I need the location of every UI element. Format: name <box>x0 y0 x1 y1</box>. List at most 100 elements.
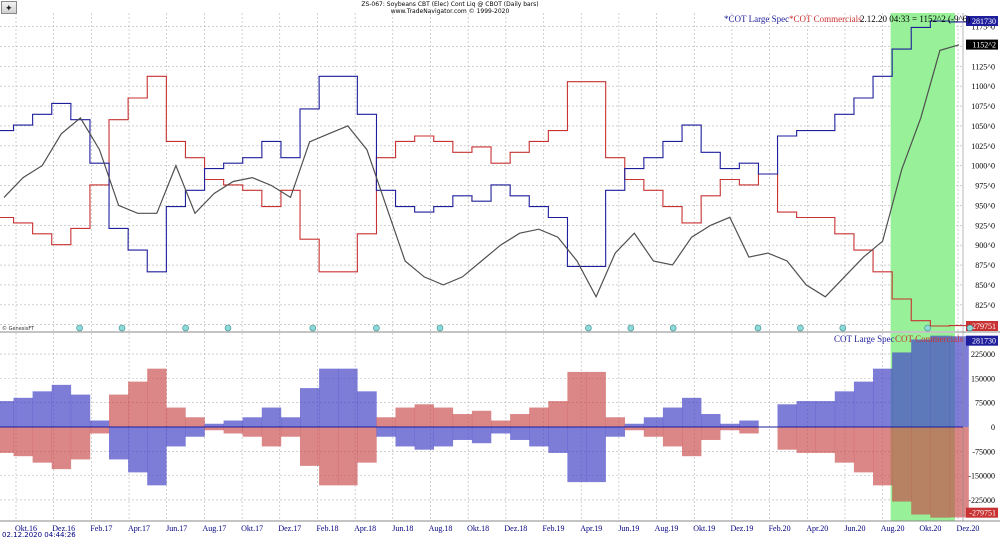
bar-large-spec <box>701 414 721 427</box>
bar-large-spec <box>892 352 912 427</box>
event-marker-icon <box>669 324 677 332</box>
bar-commercials <box>529 407 549 427</box>
price-readout: 2.12.20 04:33 = 1152^2 (-9^6) <box>860 14 971 24</box>
event-marker-icon <box>373 324 380 332</box>
bar-large-spec <box>223 420 243 427</box>
bar-large-spec <box>32 391 52 427</box>
event-marker-icon <box>627 324 635 332</box>
x-tick-label: Feb.17 <box>90 524 112 533</box>
bar-commercials <box>491 420 511 427</box>
bar-large-spec <box>567 427 587 483</box>
event-marker-icon <box>436 324 444 332</box>
y-tick-label: 875^0 <box>975 261 995 270</box>
bar-large-spec <box>949 336 969 427</box>
bar-large-spec <box>643 417 664 427</box>
bar-commercials <box>586 371 606 427</box>
label-cot-min-bg <box>966 321 998 331</box>
price-chart <box>0 20 969 327</box>
event-marker-icon <box>839 324 847 332</box>
bar-large-spec <box>109 427 129 460</box>
bar-large-spec <box>777 404 797 427</box>
bar-commercials <box>605 417 625 427</box>
x-tick-label: Aug.17 <box>203 524 227 533</box>
bar-commercials <box>510 414 530 427</box>
x-tick-label: Feb.19 <box>543 524 565 533</box>
label-cot-max-bg <box>966 16 998 26</box>
y-tick-label: 1050^0 <box>971 122 995 131</box>
event-marker-icon <box>309 324 317 332</box>
x-tick-label: Feb.20 <box>769 524 791 533</box>
bar-commercials <box>853 427 874 473</box>
bar-commercials <box>624 427 645 431</box>
bar-commercials <box>13 427 33 457</box>
bar-commercials <box>834 427 855 463</box>
bar-large-spec <box>796 401 816 427</box>
bar-commercials <box>815 427 836 453</box>
x-tick-label: Dez.19 <box>730 524 753 533</box>
legend-large-spec: *COT Large Spec <box>724 14 790 24</box>
bar-large-spec <box>873 368 893 427</box>
bar-large-spec <box>338 368 358 427</box>
bar-commercials <box>701 427 721 440</box>
bar-large-spec <box>815 401 836 427</box>
y-tick-label: -75000 <box>972 447 995 456</box>
chart-title: ZS-067: Soybeans CBT (Elec) Cont Liq @ C… <box>361 1 539 8</box>
bar-large-spec <box>491 427 511 434</box>
bar-commercials <box>452 414 473 427</box>
bar-large-spec <box>911 339 931 427</box>
bar-large-spec <box>128 427 148 473</box>
bar-commercials <box>739 427 759 434</box>
line-price <box>3 44 960 299</box>
bar-commercials <box>204 427 224 431</box>
bar-commercials <box>166 407 186 427</box>
y-tick-label: 225000 <box>971 350 995 359</box>
event-marker-icon <box>924 324 931 332</box>
event-marker-icon <box>118 324 126 332</box>
bar-large-spec <box>242 417 263 427</box>
x-tick-label: Apr.20 <box>806 524 828 533</box>
x-tick-label: Aug.20 <box>881 524 905 533</box>
event-marker-icon <box>797 324 804 332</box>
axes: 800^0825^0850^0875^0900^0925^0950^0975^0… <box>0 13 1000 533</box>
y-tick-label: 0 <box>991 423 995 432</box>
bar-commercials <box>0 427 14 453</box>
bar-commercials <box>147 368 167 427</box>
bar-large-spec <box>586 427 606 483</box>
highlight-region <box>890 13 955 331</box>
bar-commercials <box>51 427 72 470</box>
bar-large-spec <box>414 427 434 450</box>
x-tick-label: Dez.18 <box>504 524 527 533</box>
bar-large-spec <box>605 427 625 437</box>
bar-large-spec <box>548 427 568 453</box>
event-markers <box>76 324 974 332</box>
x-tick-label: Jun.20 <box>844 524 865 533</box>
chart-menu-icon[interactable]: ✦ <box>1 1 17 14</box>
bar-commercials <box>433 407 454 427</box>
bar-commercials <box>414 404 434 427</box>
bar-large-spec <box>720 423 740 427</box>
label-price-last-bg <box>966 39 998 50</box>
cot-histogram <box>0 335 969 518</box>
y-tick-label: 1000^0 <box>971 162 995 171</box>
bar-commercials <box>662 427 683 447</box>
x-tick-label: Jun.19 <box>618 524 639 533</box>
bar-large-spec <box>204 423 224 427</box>
bar-large-spec <box>357 391 377 427</box>
bar-large-spec <box>930 335 950 427</box>
y-tick-label: 900^0 <box>975 241 995 250</box>
y-tick-label: 925^0 <box>975 221 995 230</box>
event-marker-icon <box>585 324 592 332</box>
bar-commercials <box>873 427 893 486</box>
x-tick-label: Okt.19 <box>693 524 715 533</box>
bar-commercials <box>777 427 797 450</box>
bar-commercials <box>949 427 969 518</box>
x-tick-label: Jun.18 <box>392 524 413 533</box>
event-marker-icon <box>224 324 232 332</box>
bar-large-spec <box>51 384 72 427</box>
y-tick-label: -150000 <box>968 472 995 481</box>
x-tick-label: Dez.16 <box>52 524 75 533</box>
chart-subtitle: www.TradeNavigator.com © 1999-2020 <box>390 8 510 15</box>
bar-large-spec <box>853 381 874 427</box>
bar-commercials <box>567 371 587 427</box>
